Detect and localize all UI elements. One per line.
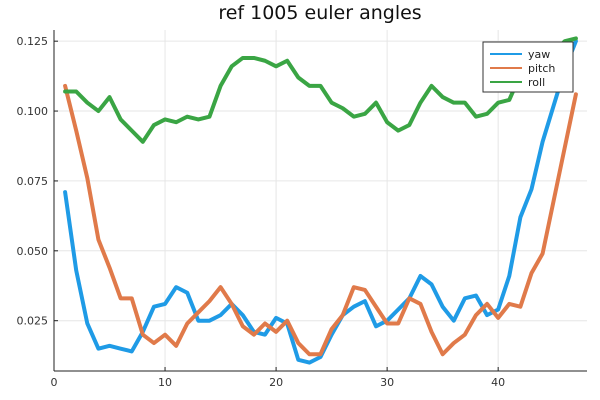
series-line-pitch — [63, 83, 578, 357]
x-tick-label: 0 — [51, 376, 58, 389]
x-tick-label: 40 — [491, 376, 505, 389]
y-tick-label: 0.075 — [17, 175, 49, 188]
y-tick-label: 0.125 — [17, 35, 49, 48]
legend-label-roll: roll — [528, 76, 545, 89]
y-tick-label: 0.100 — [17, 105, 49, 118]
tick-labels: 0 10 20 30 40 0.025 0.050 0.075 0.100 0.125 — [17, 35, 506, 389]
grid-lines — [53, 30, 587, 371]
legend-label-yaw: yaw — [528, 48, 550, 61]
legend-label-pitch: pitch — [528, 62, 555, 75]
x-tick-label: 30 — [380, 376, 394, 389]
x-tick-label: 10 — [158, 376, 172, 389]
y-tick-label: 0.050 — [17, 245, 49, 258]
x-tick-label: 20 — [269, 376, 283, 389]
y-tick-label: 0.025 — [17, 315, 49, 328]
series-line-yaw — [63, 39, 578, 365]
series-lines — [63, 36, 578, 365]
series-line-roll — [63, 36, 578, 144]
chart-title: ref 1005 euler angles — [218, 2, 421, 24]
